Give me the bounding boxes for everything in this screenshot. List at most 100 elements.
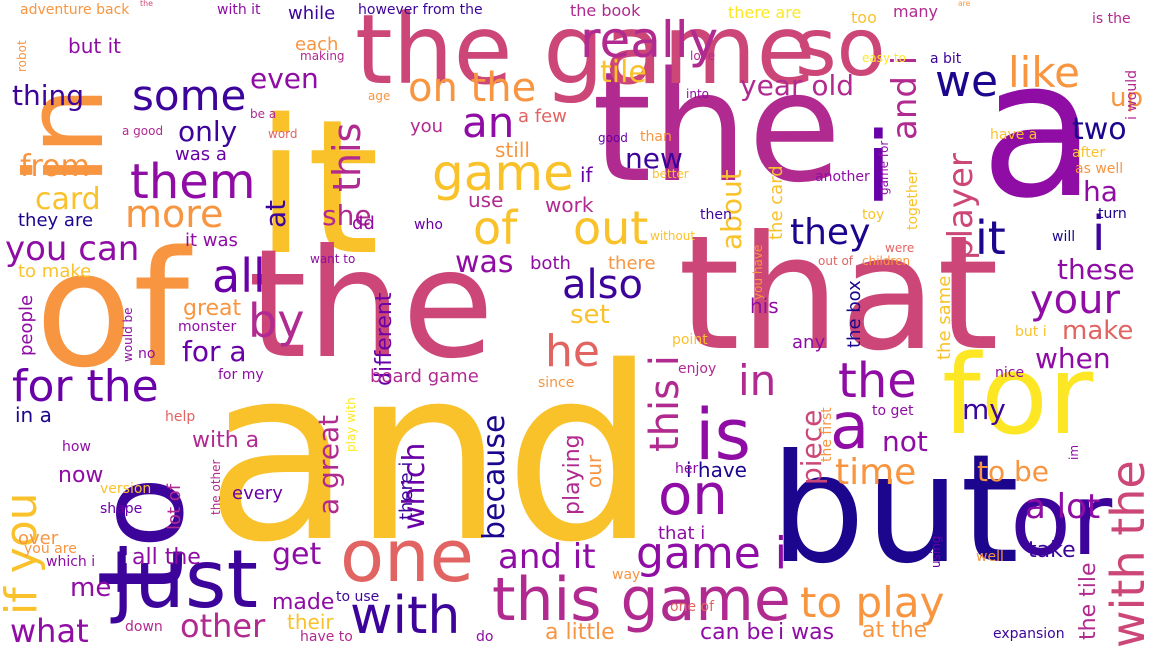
- cloud-word: they: [790, 212, 871, 253]
- cloud-word: tile: [600, 55, 647, 90]
- cloud-word: the other: [209, 459, 223, 515]
- cloud-word: in a: [15, 403, 52, 427]
- cloud-word: game i: [636, 528, 788, 579]
- cloud-word: with a: [192, 428, 260, 453]
- cloud-word: since: [538, 375, 575, 391]
- cloud-word: they are: [18, 210, 94, 231]
- cloud-word: were: [885, 241, 915, 255]
- cloud-word: card: [35, 182, 101, 217]
- cloud-word: thing: [12, 79, 85, 112]
- cloud-word: enjoy: [678, 361, 717, 377]
- cloud-word: and i: [885, 55, 925, 140]
- cloud-word: are: [958, 0, 971, 8]
- cloud-word: adventure back: [20, 2, 130, 18]
- cloud-word: playing: [560, 434, 585, 515]
- cloud-word: i: [1092, 206, 1106, 262]
- cloud-word: over: [18, 528, 59, 549]
- cloud-word: that i: [658, 523, 706, 544]
- cloud-word: a bit: [930, 51, 962, 67]
- cloud-word: help: [165, 409, 196, 425]
- cloud-word: no: [138, 346, 156, 362]
- cloud-word: of: [35, 216, 190, 403]
- cloud-word: he: [545, 326, 600, 377]
- cloud-word: a lot: [1025, 487, 1101, 527]
- cloud-word: will: [1052, 229, 1076, 245]
- cloud-word: or: [1010, 461, 1113, 578]
- cloud-word: each: [295, 34, 339, 55]
- cloud-word: what: [10, 612, 89, 648]
- cloud-word: can be: [700, 620, 775, 645]
- cloud-word: take: [1028, 538, 1076, 563]
- cloud-word: not: [882, 425, 928, 458]
- cloud-word: down: [125, 619, 163, 635]
- cloud-word: more: [125, 192, 224, 236]
- cloud-word: too: [851, 8, 877, 27]
- cloud-word: be a: [250, 107, 277, 121]
- cloud-word: people: [16, 294, 37, 356]
- cloud-word: this: [325, 122, 369, 192]
- cloud-word: you have: [751, 244, 765, 300]
- cloud-word: better: [652, 167, 689, 181]
- cloud-word: for a: [182, 335, 247, 368]
- cloud-word: any: [792, 332, 826, 353]
- cloud-word: word: [268, 127, 298, 141]
- cloud-word: the: [248, 218, 495, 392]
- cloud-word: year old: [740, 69, 855, 102]
- cloud-word: to play: [800, 578, 945, 627]
- cloud-word: the same: [934, 275, 955, 360]
- cloud-word: all the: [132, 545, 201, 570]
- cloud-word: the: [592, 39, 842, 216]
- cloud-word: a few: [518, 106, 567, 127]
- cloud-word: have to: [300, 629, 353, 645]
- cloud-word: while: [288, 3, 336, 24]
- cloud-word: just: [112, 533, 258, 626]
- cloud-word: the card: [766, 165, 787, 240]
- cloud-word: however from the: [358, 2, 483, 18]
- cloud-word: make: [1062, 316, 1134, 346]
- cloud-word: i was: [778, 620, 835, 645]
- cloud-word: the box: [844, 280, 865, 348]
- cloud-word: i: [865, 112, 892, 224]
- cloud-word: every: [232, 483, 283, 504]
- cloud-word: on the: [408, 65, 537, 111]
- cloud-word: into: [686, 87, 709, 101]
- cloud-word: ha: [1083, 175, 1118, 208]
- cloud-word: her: [675, 461, 699, 477]
- cloud-word: it was: [185, 230, 238, 251]
- cloud-word: to use: [336, 589, 380, 605]
- cloud-word: without: [650, 229, 696, 243]
- cloud-word: really: [580, 11, 719, 69]
- cloud-word: she: [322, 199, 372, 232]
- cloud-word: toy: [862, 207, 885, 223]
- cloud-word: to get: [872, 403, 914, 419]
- cloud-word: was a: [175, 144, 227, 165]
- cloud-word: use: [468, 188, 504, 212]
- cloud-word: the: [140, 0, 153, 8]
- cloud-word: so: [795, 1, 886, 94]
- cloud-word: for the: [12, 361, 159, 412]
- cloud-word: both: [530, 253, 571, 274]
- cloud-word: also: [562, 262, 643, 308]
- cloud-word: nice: [995, 365, 1025, 381]
- cloud-word: at the: [862, 618, 928, 643]
- cloud-word: children: [862, 254, 911, 268]
- cloud-word: player: [941, 153, 981, 260]
- cloud-word: now: [58, 463, 104, 488]
- cloud-word: want to: [310, 252, 356, 266]
- cloud-word: of: [473, 201, 518, 255]
- cloud-word: do: [476, 629, 494, 645]
- cloud-word: together: [905, 169, 921, 230]
- cloud-word: is: [695, 394, 751, 476]
- cloud-word: as well: [1075, 161, 1124, 177]
- cloud-word: get: [272, 537, 322, 572]
- cloud-word: than: [640, 129, 672, 145]
- cloud-word: there are: [728, 3, 802, 22]
- cloud-word: new: [625, 142, 683, 175]
- cloud-word: with: [350, 586, 461, 646]
- cloud-word: some: [132, 71, 247, 120]
- cloud-word: these: [1057, 253, 1135, 286]
- cloud-word: i would: [1124, 69, 1140, 120]
- cloud-word: there: [608, 253, 656, 274]
- cloud-word: using: [929, 535, 943, 568]
